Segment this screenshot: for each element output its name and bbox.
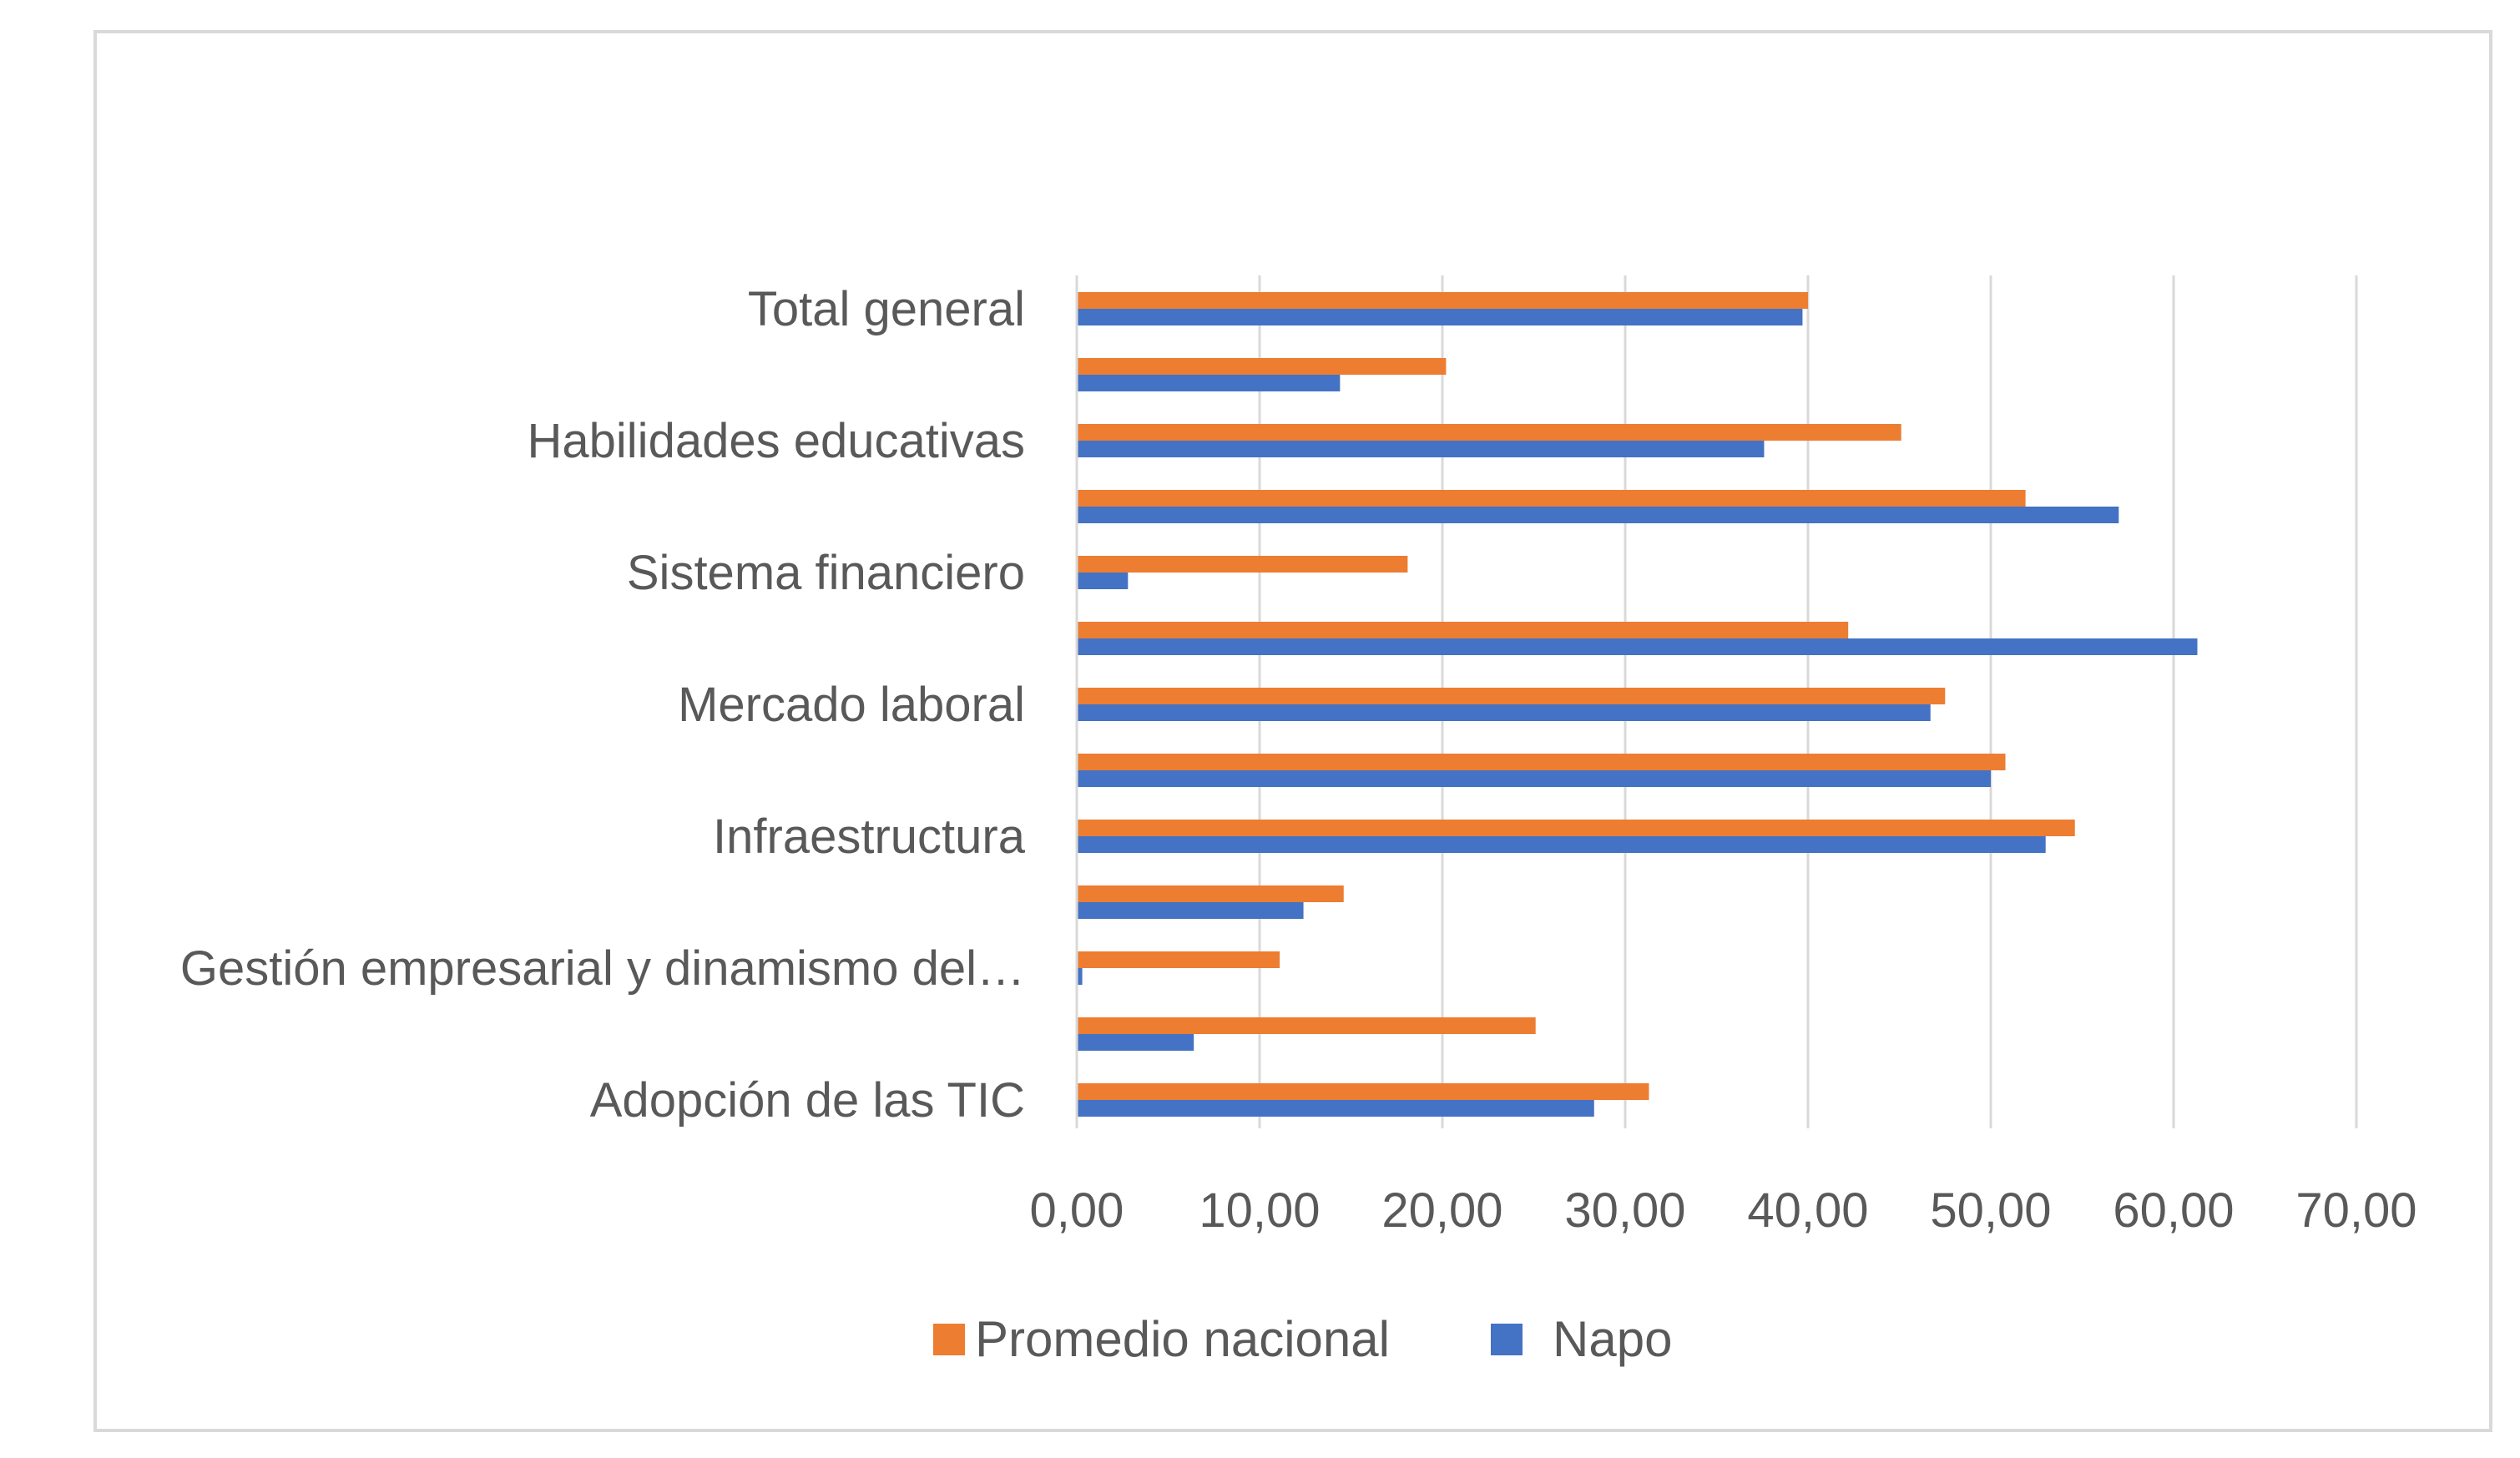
bar-promedio-nacional <box>1077 358 1447 375</box>
bar-promedio-nacional <box>1077 292 1808 309</box>
bar-promedio-nacional <box>1077 1083 1649 1100</box>
legend-swatch <box>933 1324 965 1355</box>
category-labels: Adopción de las TIC Gestión empresarial y… <box>180 282 1026 1128</box>
bar-promedio-nacional <box>1077 622 1849 638</box>
bars <box>1077 292 2198 1117</box>
category-label: Habilidades educativas <box>528 414 1025 468</box>
category-label: Adopción de las TIC <box>590 1073 1025 1128</box>
bar-promedio-nacional <box>1077 951 1280 968</box>
bar-promedio-nacional <box>1077 688 1946 704</box>
bar-napo <box>1077 375 1341 391</box>
bar-napo <box>1077 573 1129 589</box>
x-tick-label: 30,00 <box>1564 1183 1685 1238</box>
gridlines <box>1258 275 2358 1128</box>
legend-swatch <box>1491 1324 1523 1355</box>
x-tick-label: 40,00 <box>1747 1183 1868 1238</box>
category-label: Sistema financiero <box>627 546 1025 600</box>
bar-promedio-nacional <box>1077 556 1408 573</box>
bar-napo <box>1077 441 1765 457</box>
bar-promedio-nacional <box>1077 885 1344 902</box>
bar-promedio-nacional <box>1077 424 1901 441</box>
x-tick-labels: 0,00 10,00 20,00 30,00 40,00 50,00 60,00 70,00 <box>1030 1183 2417 1238</box>
bar-napo <box>1077 507 2119 523</box>
x-tick-label: 60,00 <box>2113 1183 2234 1238</box>
category-label: Gestión empresarial y dinamismo del… <box>180 941 1025 996</box>
bar-napo <box>1077 770 1991 787</box>
x-tick-label: 20,00 <box>1381 1183 1502 1238</box>
bar-napo <box>1077 1100 1594 1117</box>
category-label: Infraestructura <box>713 810 1026 864</box>
bar-promedio-nacional <box>1077 820 2075 836</box>
bar-napo <box>1077 836 2046 853</box>
bar-napo <box>1077 1034 1194 1051</box>
category-label: Mercado laboral <box>678 678 1025 732</box>
bar-napo <box>1077 704 1931 721</box>
category-label: Total general <box>748 282 1025 336</box>
bar-napo <box>1077 638 2198 655</box>
chart-border <box>93 30 2492 1432</box>
legend-label: Promedio nacional <box>975 1311 1390 1367</box>
x-tick-label: 70,00 <box>2295 1183 2416 1238</box>
bar-napo <box>1077 902 1304 919</box>
x-tick-label: 0,00 <box>1030 1183 1124 1238</box>
legend-label: Napo <box>1553 1311 1672 1367</box>
bar-napo <box>1077 968 1083 985</box>
bar-promedio-nacional <box>1077 1017 1536 1034</box>
bar-promedio-nacional <box>1077 490 2026 507</box>
legend: Promedio nacional Napo <box>933 1311 1672 1367</box>
x-tick-label: 50,00 <box>1930 1183 2051 1238</box>
bar-napo <box>1077 309 1803 325</box>
x-tick-label: 10,00 <box>1199 1183 1320 1238</box>
bar-promedio-nacional <box>1077 754 2006 770</box>
